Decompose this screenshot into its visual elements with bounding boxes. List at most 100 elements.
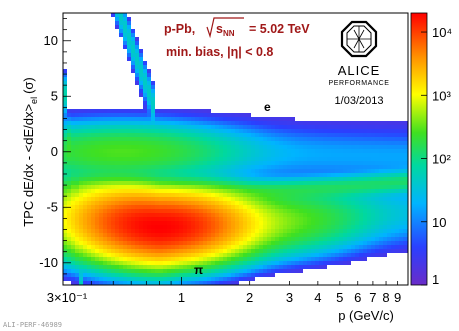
heatmap-cell — [75, 153, 79, 157]
heatmap-cell — [155, 117, 159, 121]
heatmap-cell — [395, 173, 399, 177]
heatmap-cell — [295, 249, 299, 253]
heatmap-cell — [239, 257, 243, 261]
heatmap-cell — [299, 185, 303, 189]
heatmap-cell — [391, 241, 395, 245]
heatmap-cell — [235, 213, 239, 217]
heatmap-cell — [227, 133, 231, 137]
heatmap-cell — [275, 213, 279, 217]
heatmap-cell — [243, 213, 247, 217]
heatmap-cell — [331, 141, 335, 145]
heatmap-cell — [187, 129, 191, 133]
heatmap-cell — [271, 241, 275, 245]
heatmap-cell — [99, 193, 103, 197]
heatmap-cell — [87, 181, 91, 185]
heatmap-cell — [271, 209, 275, 213]
heatmap-cell — [371, 129, 375, 133]
heatmap-cell — [279, 145, 283, 149]
heatmap-cell — [139, 177, 143, 181]
heatmap-cell — [403, 125, 407, 129]
heatmap-cell — [199, 237, 203, 241]
heatmap-cell — [63, 181, 67, 185]
heatmap-cell — [343, 165, 347, 169]
heatmap-cell — [199, 257, 203, 261]
heatmap-cell — [83, 189, 87, 193]
heatmap-cell — [295, 253, 299, 257]
heatmap-cell — [287, 137, 291, 141]
pion-band-label: π — [194, 263, 203, 277]
heatmap-cell — [103, 197, 107, 201]
heatmap-cell — [231, 145, 235, 149]
heatmap-cell — [163, 169, 167, 173]
heatmap-cell — [143, 161, 147, 165]
heatmap-cell — [167, 257, 171, 261]
heatmap-cell — [187, 141, 191, 145]
heatmap-cell — [331, 157, 335, 161]
heatmap-cell — [155, 269, 159, 273]
heatmap-cell — [299, 245, 303, 249]
heatmap-cell — [379, 141, 383, 145]
heatmap-cell — [87, 281, 91, 285]
heatmap-cell — [379, 181, 383, 185]
heatmap-cell — [163, 141, 167, 145]
heatmap-cell — [223, 229, 227, 233]
heatmap-cell — [175, 241, 179, 245]
heatmap-cell — [259, 249, 263, 253]
heatmap-cell — [283, 253, 287, 257]
heatmap-cell — [347, 177, 351, 181]
heatmap-cell — [319, 181, 323, 185]
heatmap-cell — [315, 221, 319, 225]
heatmap-cell — [95, 189, 99, 193]
heatmap-cell — [291, 201, 295, 205]
heatmap-cell — [323, 261, 327, 265]
heatmap-cell — [399, 193, 403, 197]
heatmap-cell — [403, 245, 407, 249]
heatmap-cell — [179, 205, 183, 209]
heatmap-cell — [75, 253, 79, 257]
heatmap-cell — [79, 281, 83, 285]
heatmap-cell — [375, 201, 379, 205]
heatmap-cell — [199, 129, 203, 133]
heatmap-cell — [223, 257, 227, 261]
heatmap-cell — [151, 117, 155, 121]
heatmap-cell — [351, 169, 355, 173]
heatmap-cell — [187, 145, 191, 149]
heatmap-cell — [367, 145, 371, 149]
heatmap-cell — [343, 121, 347, 125]
heatmap-cell — [395, 237, 399, 241]
heatmap-cell — [263, 257, 267, 261]
heatmap-cell — [351, 185, 355, 189]
heatmap-cell — [79, 169, 83, 173]
heatmap-cell — [355, 161, 359, 165]
heatmap-cell — [99, 165, 103, 169]
heatmap-cell — [339, 229, 343, 233]
heatmap-cell — [319, 237, 323, 241]
heatmap-cell — [287, 141, 291, 145]
heatmap-cell — [123, 249, 127, 253]
heatmap-cell — [115, 157, 119, 161]
heatmap-cell — [311, 257, 315, 261]
heatmap-cell — [147, 93, 151, 97]
heatmap-cell — [259, 237, 263, 241]
heatmap-cell — [283, 165, 287, 169]
heatmap-cell — [215, 257, 219, 261]
heatmap-cell — [323, 233, 327, 237]
heatmap-cell — [255, 153, 259, 157]
heatmap-cell — [231, 177, 235, 181]
heatmap-cell — [395, 205, 399, 209]
heatmap-cell — [139, 73, 143, 77]
heatmap-cell — [307, 145, 311, 149]
heatmap-cell — [315, 169, 319, 173]
heatmap-cell — [239, 173, 243, 177]
heatmap-cell — [339, 213, 343, 217]
heatmap-cell — [231, 269, 235, 273]
heatmap-cell — [383, 225, 387, 229]
heatmap-cell — [271, 133, 275, 137]
heatmap-cell — [175, 165, 179, 169]
heatmap-cell — [231, 261, 235, 265]
heatmap-cell — [139, 257, 143, 261]
heatmap-cell — [255, 253, 259, 257]
heatmap-cell — [251, 177, 255, 181]
heatmap-cell — [371, 165, 375, 169]
heatmap-cell — [147, 161, 151, 165]
